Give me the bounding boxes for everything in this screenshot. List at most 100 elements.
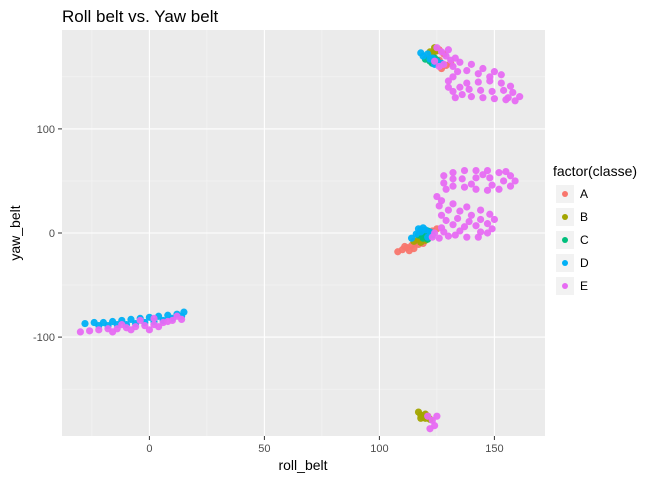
data-point	[424, 412, 432, 420]
data-point	[449, 175, 457, 183]
data-point	[76, 328, 84, 336]
data-point	[440, 172, 448, 180]
data-point	[460, 223, 469, 231]
data-point	[509, 88, 517, 97]
legend-key-D	[562, 260, 568, 266]
data-point	[460, 166, 469, 175]
data-point	[502, 167, 510, 176]
data-point	[444, 232, 452, 240]
data-point	[511, 177, 519, 185]
data-point	[435, 62, 443, 71]
data-points	[76, 44, 524, 433]
data-point	[444, 77, 452, 85]
data-point	[486, 174, 494, 182]
legend-label: C	[580, 233, 589, 247]
data-point	[467, 180, 475, 188]
data-point	[506, 82, 515, 90]
data-point	[86, 327, 94, 335]
data-point	[463, 203, 471, 211]
legend-label: A	[580, 187, 588, 201]
data-point	[173, 312, 181, 320]
data-point	[136, 316, 144, 325]
y-axis-ticks: -100 0 100	[33, 124, 62, 344]
data-point	[467, 211, 475, 219]
data-point	[497, 79, 505, 87]
data-point	[437, 211, 446, 219]
data-point	[465, 85, 473, 93]
data-point	[442, 52, 450, 60]
data-point	[458, 90, 466, 99]
data-point	[449, 87, 457, 96]
data-point	[451, 54, 459, 62]
x-axis-ticks: 0 50 100 150	[146, 436, 504, 455]
data-point	[495, 169, 503, 177]
data-point	[474, 78, 482, 86]
data-point	[454, 68, 462, 76]
data-point	[490, 68, 498, 76]
data-point	[463, 67, 471, 75]
data-point	[127, 326, 135, 334]
data-point	[433, 412, 441, 420]
data-point	[442, 185, 450, 193]
data-point	[141, 322, 149, 330]
data-point	[118, 321, 126, 329]
data-point	[479, 64, 487, 73]
data-point	[483, 229, 492, 237]
data-point	[456, 227, 464, 235]
chart-title: Roll belt vs. Yaw belt	[62, 7, 218, 26]
data-point	[417, 49, 425, 57]
data-point	[463, 79, 471, 87]
data-point	[81, 319, 89, 328]
data-point	[454, 214, 462, 223]
data-point	[150, 314, 158, 322]
data-point	[456, 207, 464, 215]
data-point	[486, 210, 494, 218]
data-point	[449, 182, 457, 190]
data-point	[488, 87, 496, 96]
y-tick-label: 0	[49, 228, 55, 240]
data-point	[474, 70, 482, 78]
legend-key-E	[562, 283, 568, 289]
data-point	[500, 86, 508, 94]
data-point	[428, 233, 436, 241]
data-point	[431, 57, 439, 65]
data-point	[449, 62, 457, 71]
legend-key-A	[562, 191, 568, 197]
legend-key-C	[562, 237, 568, 243]
data-point	[490, 215, 498, 224]
data-point	[467, 93, 475, 101]
data-point	[516, 93, 524, 101]
data-point	[444, 206, 452, 214]
data-point	[145, 326, 153, 334]
legend-key-B	[562, 214, 568, 220]
data-point	[440, 179, 448, 187]
data-point	[483, 220, 492, 228]
data-point	[483, 186, 492, 194]
data-point	[127, 315, 135, 324]
x-tick-label: 100	[370, 443, 388, 455]
data-point	[500, 177, 508, 185]
data-point	[155, 323, 163, 331]
data-point	[465, 217, 473, 226]
data-point	[472, 166, 480, 175]
data-point	[433, 44, 441, 52]
data-point	[479, 94, 487, 102]
data-point	[488, 225, 496, 233]
data-point	[417, 414, 425, 422]
data-point	[435, 202, 443, 210]
data-point	[490, 95, 498, 103]
data-point	[419, 224, 427, 232]
data-point	[504, 94, 512, 102]
legend-label: D	[580, 256, 589, 270]
major-gridlines	[62, 30, 545, 436]
data-point	[433, 192, 441, 201]
data-point	[449, 221, 457, 229]
data-point	[426, 425, 434, 433]
data-point	[467, 60, 475, 68]
legend-label: B	[580, 210, 588, 224]
data-point	[486, 77, 494, 85]
data-point	[401, 242, 409, 251]
data-point	[164, 317, 172, 326]
data-point	[435, 234, 443, 242]
